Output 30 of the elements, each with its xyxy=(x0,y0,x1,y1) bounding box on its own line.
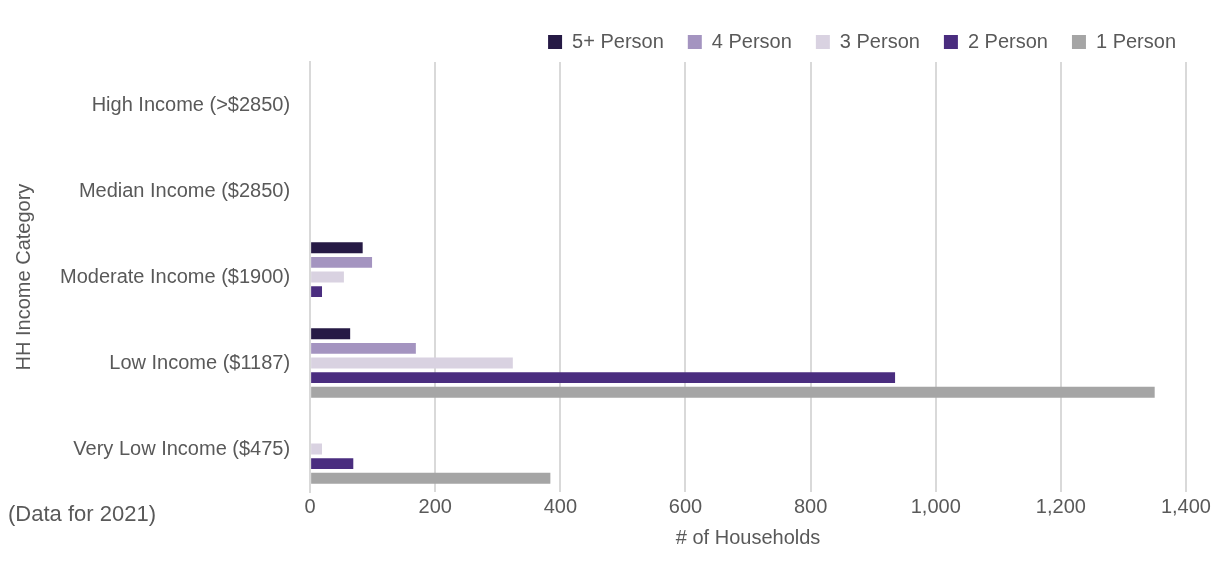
y-tick-label: Median Income ($2850) xyxy=(78,178,291,201)
x-tick-label: 200 xyxy=(418,494,452,517)
y-tick-label: Moderate Income ($1900) xyxy=(59,264,291,287)
x-tick-label: 0 xyxy=(304,494,316,517)
bar xyxy=(311,386,1155,398)
x-tick-label: 400 xyxy=(543,494,578,517)
x-axis-title: # of Households xyxy=(675,525,821,548)
y-tick-label: Very Low Income ($475) xyxy=(73,436,291,459)
legend-label: 4 Person xyxy=(711,29,792,52)
bar xyxy=(311,256,373,268)
legend-label: 3 Person xyxy=(839,29,920,52)
bar xyxy=(311,328,351,340)
legend-label: 1 Person xyxy=(1095,29,1177,52)
text: (Data for 2021) xyxy=(8,501,156,527)
bar xyxy=(311,458,354,470)
x-tick-label: 1,200 xyxy=(1035,494,1086,517)
bar xyxy=(311,372,896,384)
bar xyxy=(311,286,323,298)
legend-label: 2 Person xyxy=(967,29,1048,52)
x-tick-label: 1,000 xyxy=(910,494,961,517)
x-tick-label: 800 xyxy=(793,494,828,517)
y-tick-label: High Income (>$2850) xyxy=(91,92,291,115)
x-tick-label: 1,400 xyxy=(1160,494,1212,517)
y-axis-title: HH Income Category xyxy=(11,183,34,371)
y-tick-label: Low Income ($1187) xyxy=(109,350,291,373)
x-tick-label: 600 xyxy=(668,494,703,517)
bar xyxy=(311,242,363,254)
bar xyxy=(311,472,551,484)
legend-label: 5+ Person xyxy=(572,29,664,52)
bar xyxy=(311,342,416,354)
